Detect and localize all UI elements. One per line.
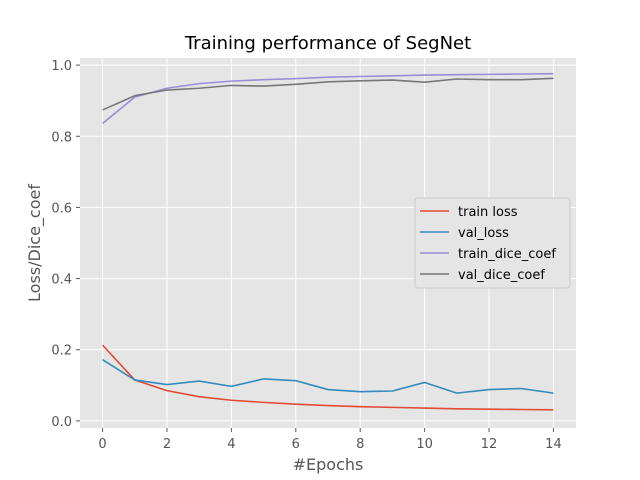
legend-label-val-dice-coef: val_dice_coef	[458, 268, 545, 283]
x-tick-label: 4	[227, 437, 235, 452]
x-axis-ticks: 0 2 4 6 8 10 12 14	[98, 428, 562, 452]
series-lines	[101, 72, 554, 411]
x-tick-label: 6	[292, 437, 300, 452]
x-tick-label: 10	[416, 437, 433, 452]
y-tick-label: 0.0	[51, 415, 72, 430]
x-tick-label: 2	[163, 437, 171, 452]
y-axis-label: Loss/Dice_coef	[25, 184, 45, 302]
legend-label-train-dice-coef: train_dice_coef	[458, 247, 556, 262]
y-tick-label: 0.8	[51, 130, 72, 145]
y-tick-label: 0.4	[51, 273, 72, 288]
series-line-train-dice-coef	[102, 72, 554, 125]
legend-label-val-loss: val_loss	[458, 226, 509, 241]
series-line-val-dice-coef	[102, 77, 554, 111]
series-line-train-loss	[101, 344, 554, 411]
chart-title: Training performance of SegNet	[184, 33, 471, 54]
legend: train loss val_loss train_dice_coef val_dic…	[414, 197, 571, 289]
y-tick-label: 0.2	[51, 344, 72, 359]
x-tick-label: 8	[356, 437, 364, 452]
x-tick-label: 14	[545, 437, 562, 452]
x-tick-label: 0	[98, 437, 106, 452]
series-line-val-loss	[102, 359, 554, 394]
y-tick-label: 0.6	[51, 201, 72, 216]
x-axis-label: #Epochs	[293, 455, 364, 474]
y-tick-label: 1.0	[51, 59, 72, 74]
y-axis-ticks: 0.0 0.2 0.4 0.6 0.8 1.0	[51, 59, 80, 430]
x-tick-label: 12	[481, 437, 498, 452]
legend-label-train-loss: train loss	[458, 205, 518, 220]
legend-box	[414, 197, 571, 289]
